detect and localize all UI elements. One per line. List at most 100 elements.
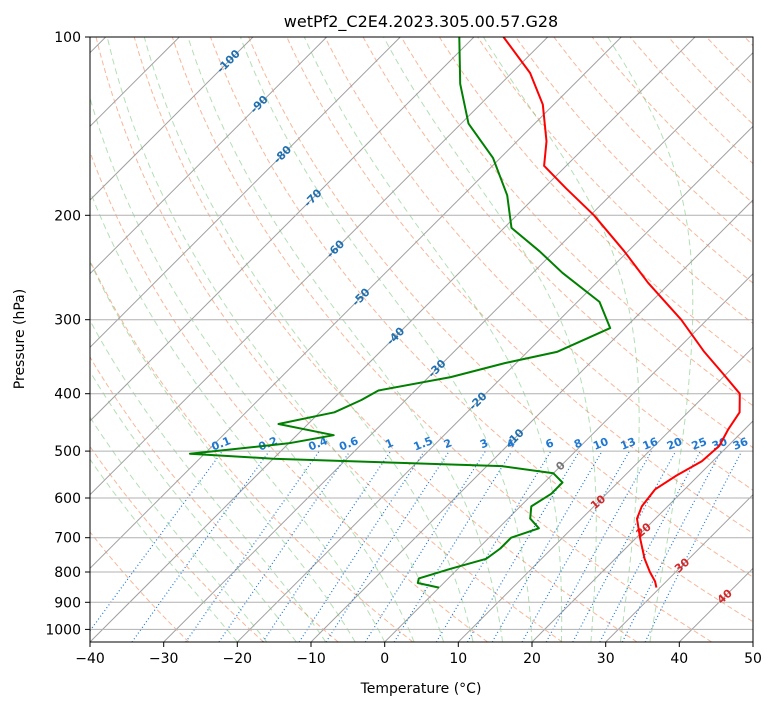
- isotherm: [90, 37, 475, 422]
- dry-adiabat: [477, 37, 753, 325]
- moist-adiabat: [607, 37, 694, 642]
- moist-adiabat: [90, 458, 238, 642]
- mixing-ratio-label: 25: [690, 435, 709, 453]
- mixing-ratio-label: 13: [619, 435, 638, 453]
- isotherm: [457, 346, 753, 642]
- moist-adiabat: [106, 37, 445, 642]
- x-tick-label: 40: [670, 651, 688, 667]
- isotherm: [90, 37, 254, 201]
- isotherm: [90, 37, 549, 496]
- dry-adiabat: [171, 37, 712, 642]
- dry-adiabat: [90, 445, 264, 642]
- moist-adiabat: [383, 37, 597, 642]
- moist-adiabat: [303, 37, 563, 642]
- x-tick-label: −30: [149, 651, 179, 667]
- mixing-ratio-label: 3: [478, 436, 490, 451]
- mixing-ratio-line: [621, 450, 722, 642]
- dry-adiabat: [400, 37, 753, 407]
- mixing-ratio-line: [599, 450, 702, 642]
- mixing-ratio-line: [466, 450, 580, 642]
- x-axis-label: Temperature (°C): [360, 681, 482, 697]
- y-axis: 100 200 300 400 500 600 700 800 900 1000: [45, 30, 90, 638]
- mixing-ratio-line: [298, 450, 425, 642]
- moist-adiabat: [187, 37, 503, 642]
- dry-adiabat: [706, 37, 753, 86]
- mixing-ratio-line: [262, 450, 392, 642]
- moist-adiabat: [90, 189, 386, 642]
- x-tick-label: −10: [296, 651, 326, 667]
- mixing-ratio-label: 8: [572, 436, 584, 451]
- isotherm: [678, 567, 753, 642]
- dry-adiabat: [95, 37, 563, 642]
- dry-adiabat: [668, 37, 753, 125]
- dry-adiabat: [90, 150, 488, 642]
- isotherm: [531, 420, 753, 642]
- dry-adiabat: [90, 531, 190, 642]
- dry-adiabat: [90, 356, 339, 642]
- dry-adiabat: [90, 259, 414, 642]
- y-tick-label: 200: [54, 208, 81, 224]
- isotherm: [605, 493, 753, 642]
- moist-adiabat: [482, 37, 640, 642]
- mixing-ratio-line: [644, 450, 743, 642]
- dry-adiabat: [553, 37, 753, 244]
- isotherm: [163, 51, 753, 642]
- dry-adiabat: [744, 37, 753, 47]
- moist-adiabat: [143, 37, 474, 642]
- y-tick-label: 900: [54, 595, 81, 611]
- y-tick-label: 300: [54, 313, 81, 329]
- mixing-ratio-label: 6: [544, 436, 556, 451]
- moist-adiabat: [239, 37, 533, 642]
- mixing-ratio-line: [545, 450, 653, 642]
- mixing-ratio-label: 20: [665, 435, 684, 453]
- temperature-line: [502, 37, 741, 588]
- dry-adiabat: [133, 37, 638, 642]
- isotherm: [90, 37, 401, 349]
- y-tick-label: 800: [54, 565, 81, 581]
- dry-adiabat: [591, 37, 753, 204]
- x-tick-label: 50: [744, 651, 762, 667]
- isotherm: [752, 641, 753, 642]
- x-tick-label: 10: [449, 651, 467, 667]
- profile-series: [188, 37, 741, 589]
- y-tick-label: 600: [54, 491, 81, 507]
- y-tick-label: 100: [54, 30, 81, 46]
- mixing-ratio-label: 36: [731, 435, 750, 453]
- mixing-ratio-line: [90, 450, 223, 632]
- dewpoint-line: [188, 37, 612, 589]
- dry-adiabat: [286, 37, 753, 534]
- mixing-ratio-line: [572, 450, 677, 642]
- x-axis: −40 −30 −20 −10 0 10 20 30 40 50: [75, 642, 762, 667]
- y-axis-label: Pressure (hPa): [12, 289, 28, 389]
- dry-adiabat: [248, 37, 753, 578]
- y-tick-label: 500: [54, 444, 81, 460]
- dry-adiabat: [438, 37, 753, 366]
- mixing-ratio-line: [218, 450, 351, 642]
- dry-adiabat: [515, 37, 753, 284]
- y-tick-label: 1000: [45, 622, 81, 638]
- x-tick-label: −40: [75, 651, 105, 667]
- line-labels: 0.1 0.2 0.4 0.6 1 1.5 2 3 4 6 8 10 13 16 20 25 30 36-100-…: [210, 47, 751, 607]
- y-tick-label: 400: [54, 387, 81, 403]
- dry-adiabat: [210, 37, 753, 623]
- moist-adiabat: [90, 416, 268, 642]
- y-tick-label: 700: [54, 531, 81, 547]
- mixing-ratio-label: 2: [442, 436, 454, 451]
- mixing-ratio-line: [185, 450, 320, 642]
- mixing-ratio-label: 16: [641, 435, 660, 453]
- plot-frame: [89, 36, 754, 643]
- moist-adiabat: [90, 319, 327, 642]
- x-tick-label: −20: [223, 651, 253, 667]
- mixing-ratio-line: [435, 450, 552, 642]
- mixing-ratio-line: [393, 450, 513, 642]
- x-tick-label: 20: [523, 651, 541, 667]
- x-tick-label: 30: [597, 651, 615, 667]
- dry-adiabat: [324, 37, 753, 491]
- mixing-ratio-line: [131, 450, 270, 642]
- moist-adiabat: [90, 370, 297, 642]
- moist-adiabat: [90, 260, 356, 642]
- isotherm: [90, 37, 696, 642]
- mixing-ratio-label: 1: [383, 436, 395, 451]
- x-tick-label: 0: [380, 651, 389, 667]
